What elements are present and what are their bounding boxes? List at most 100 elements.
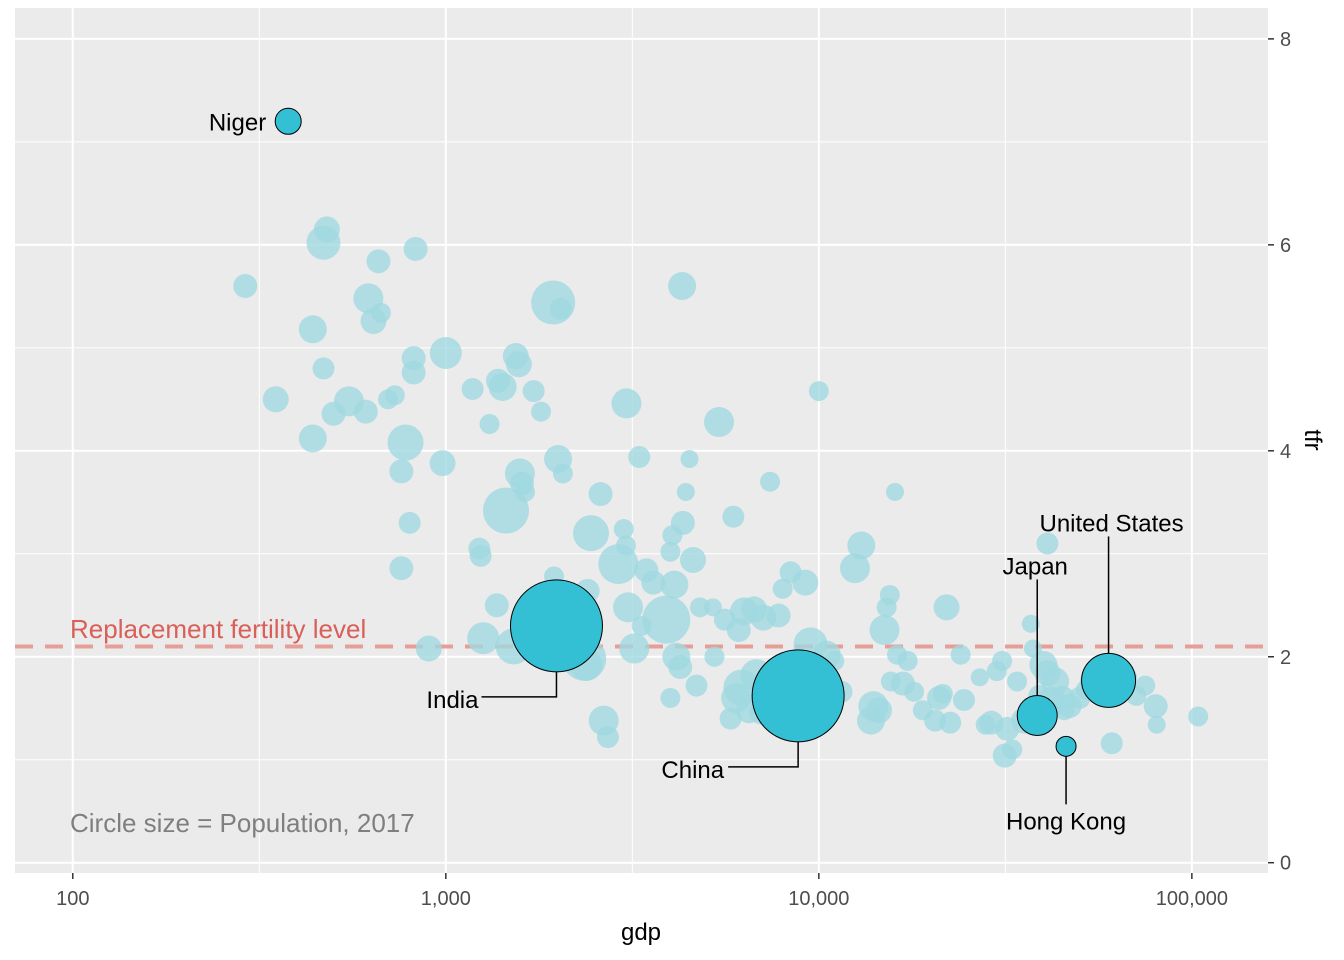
country-point: [668, 655, 693, 680]
country-point: [401, 360, 426, 385]
reference-layer: Replacement fertility level: [15, 614, 1268, 649]
country-label: India: [426, 687, 479, 714]
y-axis: 0 2 4 6 8: [1268, 29, 1291, 875]
highlighted-country-point: [1081, 652, 1137, 708]
country-point: [484, 593, 509, 618]
country-point: [613, 519, 634, 540]
country-point: [522, 380, 545, 403]
country-point: [932, 683, 953, 704]
country-point: [615, 535, 636, 556]
country-point: [619, 633, 650, 664]
country-point: [488, 372, 517, 401]
country-point: [366, 249, 391, 274]
country-point: [1147, 715, 1166, 734]
highlighted-country-point: [751, 649, 845, 743]
country-point: [1188, 706, 1209, 727]
country-point: [950, 644, 971, 665]
country-point: [680, 546, 707, 573]
country-point: [772, 578, 793, 599]
country-point: [866, 697, 893, 724]
highlighted-country-point: [274, 107, 302, 135]
country-point: [660, 541, 681, 562]
country-point: [670, 510, 695, 535]
country-point: [514, 481, 535, 502]
country-label: Japan: [1003, 553, 1068, 580]
country-point: [384, 385, 405, 406]
country-point: [611, 388, 642, 419]
country-point: [933, 594, 960, 621]
country-point: [808, 381, 829, 402]
country-point: [415, 635, 442, 662]
country-point: [676, 482, 695, 501]
country-label: Niger: [209, 109, 266, 136]
country-point: [1135, 675, 1156, 696]
x-tick-label: 1,000: [421, 888, 471, 910]
country-point: [588, 482, 613, 507]
country-point: [642, 595, 691, 644]
country-point: [904, 681, 925, 702]
country-point: [668, 272, 697, 301]
country-point: [992, 650, 1013, 671]
country-point: [461, 378, 484, 401]
circle-size-note: Circle size = Population, 2017: [70, 808, 415, 838]
country-point: [766, 603, 791, 628]
highlighted-country-point: [1016, 694, 1058, 736]
replacement-fertility-label: Replacement fertility level: [70, 614, 366, 644]
country-point: [467, 622, 500, 655]
x-tick-label: 100: [56, 888, 89, 910]
country-point: [613, 592, 644, 623]
country-point: [628, 445, 651, 468]
country-point: [552, 463, 573, 484]
country-point: [760, 471, 781, 492]
country-point: [483, 487, 530, 534]
callout-leader-line: [481, 671, 558, 698]
country-point: [429, 450, 456, 477]
country-point: [370, 302, 391, 323]
country-label: Hong Kong: [1006, 808, 1126, 835]
country-point: [704, 406, 735, 437]
country-point: [298, 424, 327, 453]
y-tick-label: 6: [1280, 235, 1291, 257]
country-point: [680, 450, 699, 469]
country-point: [939, 711, 962, 734]
country-point: [685, 674, 708, 697]
country-point: [1007, 671, 1028, 692]
country-point: [306, 225, 341, 260]
country-point: [429, 336, 462, 369]
country-point: [1143, 694, 1168, 719]
y-axis-title: tfr: [1299, 429, 1326, 450]
country-point: [839, 553, 870, 584]
country-point: [719, 707, 742, 730]
country-point: [641, 570, 666, 595]
country-label: China: [661, 757, 724, 784]
country-point: [1002, 739, 1023, 760]
country-point: [389, 556, 414, 581]
country-point: [704, 646, 725, 667]
country-point: [869, 614, 900, 645]
x-axis-title: gdp: [621, 919, 661, 946]
country-label: United States: [1040, 510, 1184, 537]
x-tick-label: 100,000: [1156, 888, 1228, 910]
country-point: [298, 315, 327, 344]
country-point: [1036, 532, 1059, 555]
y-tick-label: 8: [1280, 29, 1291, 51]
y-tick-label: 0: [1280, 853, 1291, 875]
country-point: [1100, 732, 1123, 755]
highlighted-country-point: [1055, 735, 1077, 757]
y-tick-label: 4: [1280, 441, 1291, 463]
country-point: [885, 482, 904, 501]
country-point: [596, 726, 619, 749]
country-point: [479, 414, 500, 435]
country-point: [1021, 614, 1040, 633]
country-point: [469, 544, 492, 567]
country-point: [233, 274, 258, 299]
x-tick-label: 10,000: [788, 888, 849, 910]
highlighted-points: [274, 107, 1137, 757]
highlighted-country-point: [509, 579, 603, 673]
country-point: [398, 511, 421, 534]
country-point: [387, 424, 424, 461]
callout-leader-line: [728, 741, 799, 768]
country-point: [505, 351, 532, 378]
plot-panel: [15, 8, 1268, 873]
